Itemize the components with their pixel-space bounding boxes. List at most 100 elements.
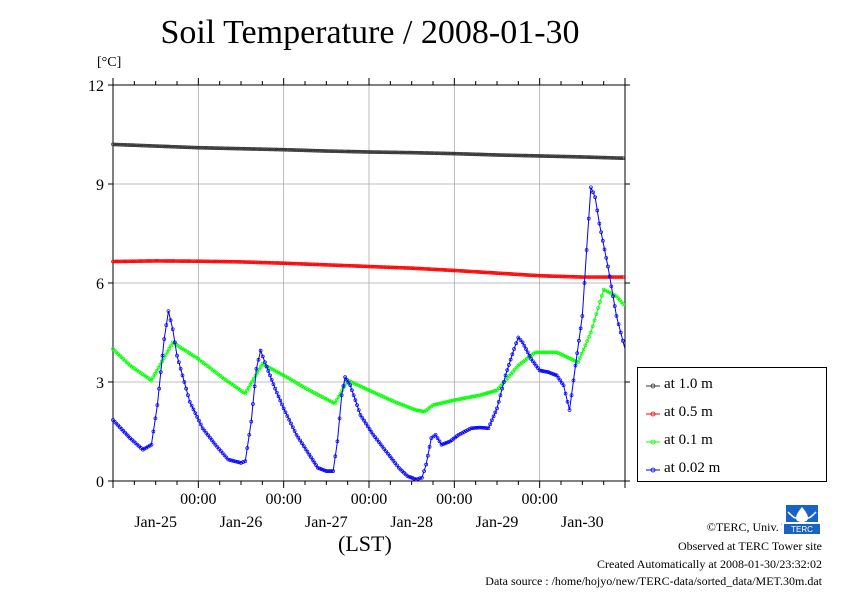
series-point [258, 147, 263, 151]
series-point [280, 261, 284, 265]
series-point [287, 261, 291, 266]
series-point [146, 143, 151, 148]
series-point [539, 368, 544, 373]
series-point [469, 426, 474, 431]
series-point [479, 270, 483, 274]
series-point [411, 150, 416, 155]
series-point [474, 425, 479, 430]
series-point [111, 142, 115, 147]
series-point [422, 469, 426, 473]
series-point [479, 392, 484, 397]
series-point [269, 260, 274, 265]
y-tick-label: 3 [96, 375, 104, 392]
series-point [360, 415, 365, 420]
series-point [242, 146, 247, 151]
series-point [484, 152, 489, 157]
series-point [540, 350, 545, 355]
series-point [443, 151, 448, 156]
series-point [290, 425, 295, 430]
series-point [525, 350, 530, 355]
series-point [358, 384, 362, 388]
series-point [338, 149, 343, 154]
series-point [296, 148, 300, 152]
series-point [461, 269, 466, 273]
series-point [530, 153, 535, 158]
series-point [328, 263, 332, 267]
series-point [447, 151, 451, 156]
series-point [486, 152, 490, 157]
series-point [507, 153, 512, 158]
series-point [324, 263, 329, 267]
x-date-label: Jan-29 [476, 514, 519, 531]
series-point [276, 261, 281, 265]
series-point [347, 263, 352, 268]
series-point [600, 275, 604, 279]
series-point [290, 261, 295, 266]
series-point [373, 435, 377, 440]
series-point [136, 259, 140, 264]
series-point [566, 154, 570, 159]
series-point [587, 155, 592, 160]
series-point [560, 154, 565, 159]
series-point [461, 152, 466, 156]
series-point [516, 153, 521, 158]
series-point [514, 153, 519, 158]
series-point [530, 273, 535, 278]
series-point [473, 269, 478, 274]
series-point [372, 150, 377, 154]
series-point [331, 149, 336, 154]
series-point [510, 352, 515, 357]
series-point [390, 265, 394, 270]
series-point [570, 357, 575, 362]
series-point [351, 264, 355, 268]
series-point [381, 265, 386, 269]
series-point [605, 275, 610, 279]
series-point [139, 259, 144, 263]
series-point [398, 402, 402, 406]
series-point [336, 395, 341, 399]
series-point [281, 261, 286, 266]
series-point [333, 454, 338, 459]
series-point [546, 274, 551, 278]
series-point [231, 459, 236, 463]
series-point [537, 350, 541, 355]
series-point [212, 146, 217, 150]
series-point [591, 190, 595, 195]
series-point [166, 259, 170, 263]
series-point [554, 350, 559, 355]
series-point [599, 230, 603, 235]
series-point [343, 375, 347, 379]
series-point [309, 389, 313, 394]
series-point [468, 269, 473, 274]
series-point [463, 396, 468, 400]
series-point [589, 330, 593, 335]
series-point [189, 259, 194, 264]
series-point [247, 432, 252, 437]
series-point [134, 259, 138, 264]
series-point [420, 266, 425, 271]
series-point [311, 390, 315, 394]
series-point [319, 148, 323, 153]
series-point [193, 411, 198, 415]
series-point [285, 147, 290, 152]
series-point [459, 269, 464, 273]
series-point [285, 261, 290, 266]
series-point [262, 147, 266, 152]
series-point [320, 149, 325, 153]
series-point [344, 377, 349, 382]
series-point [576, 155, 581, 159]
series-point [559, 154, 563, 159]
series-point [600, 238, 605, 243]
series-point [132, 143, 137, 148]
series-point [431, 403, 435, 407]
series-point [493, 153, 498, 157]
series-point [303, 148, 307, 153]
series-point [184, 259, 188, 263]
series-point [290, 378, 295, 383]
series-point [355, 403, 359, 407]
series-point [616, 156, 620, 160]
series-point [167, 346, 172, 351]
series-point [617, 275, 622, 279]
series-point [362, 418, 366, 423]
series-point [346, 380, 351, 385]
